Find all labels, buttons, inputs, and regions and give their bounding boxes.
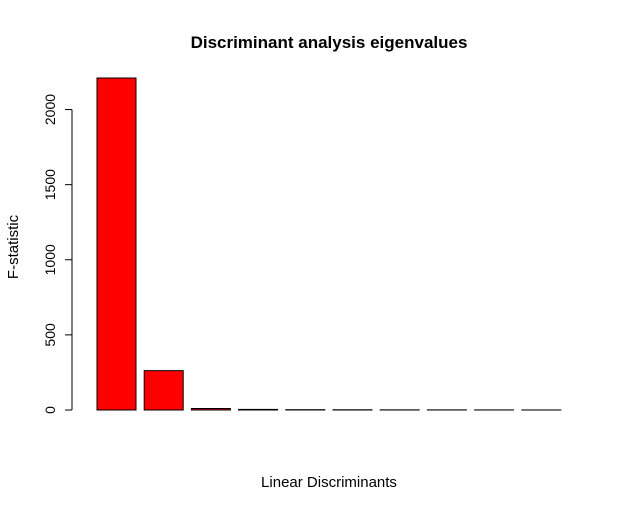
chart-title: Discriminant analysis eigenvalues: [191, 33, 468, 52]
y-axis: 0 500 1000 1500 2000: [42, 94, 73, 414]
bar-3: [190, 408, 231, 411]
y-tick-label: 2000: [42, 94, 58, 125]
x-axis-label: Linear Discriminants: [261, 474, 397, 491]
y-tick-label: 1500: [42, 169, 58, 200]
y-tick-label: 0: [42, 406, 58, 414]
bar-series: [96, 77, 562, 411]
y-tick-label: 500: [42, 323, 58, 347]
y-axis-label: F-statistic: [5, 214, 22, 279]
bar-1: [96, 77, 137, 411]
y-tick-label: 1000: [42, 244, 58, 275]
bar-4: [238, 408, 279, 411]
bar-2: [143, 370, 184, 411]
